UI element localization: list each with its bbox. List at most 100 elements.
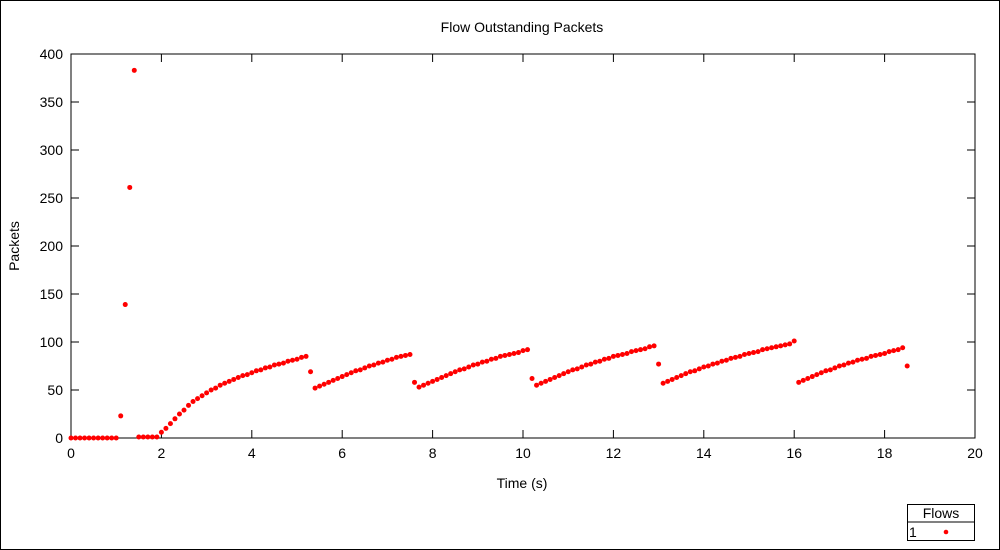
data-point [827, 367, 833, 373]
data-point [416, 384, 422, 390]
data-point [741, 351, 747, 357]
data-point [303, 353, 309, 359]
legend-title: Flows [923, 505, 960, 521]
x-tick-label: 2 [158, 445, 166, 461]
y-tick-label: 150 [40, 286, 64, 302]
data-point [656, 361, 662, 367]
data-point [651, 343, 657, 349]
data-point [737, 353, 743, 359]
data-point [732, 354, 738, 360]
chart-title: Flow Outstanding Packets [441, 19, 604, 35]
data-point [714, 360, 720, 366]
data-point [615, 352, 621, 358]
data-point [588, 361, 594, 367]
data-point [796, 379, 802, 385]
data-point [647, 344, 653, 350]
data-point [353, 368, 359, 374]
data-point [421, 382, 427, 388]
legend: Flows 1 [907, 504, 975, 541]
data-point [511, 351, 517, 357]
data-point [199, 393, 205, 399]
x-tick-label: 4 [248, 445, 256, 461]
data-point [82, 435, 88, 441]
data-point [244, 372, 250, 378]
data-point [683, 371, 689, 377]
y-tick-label: 0 [55, 430, 63, 446]
data-point [864, 355, 870, 361]
data-point [561, 371, 567, 377]
data-point [493, 355, 499, 361]
y-tick-label: 350 [40, 94, 64, 110]
data-point [769, 345, 775, 351]
data-point [461, 366, 467, 372]
data-point [167, 421, 173, 427]
data-point [127, 184, 133, 190]
data-point [267, 364, 273, 370]
data-point [515, 350, 521, 356]
data-point [443, 373, 449, 379]
data-point [818, 370, 824, 376]
data-point [452, 369, 458, 375]
x-tick-label: 16 [786, 445, 802, 461]
data-point [308, 369, 314, 375]
data-point [95, 435, 101, 441]
data-point [809, 374, 815, 380]
data-point [118, 413, 124, 419]
data-point [412, 379, 418, 385]
data-point [366, 363, 372, 369]
data-point [592, 359, 598, 365]
data-point [701, 364, 707, 370]
data-point [262, 365, 268, 371]
data-point [778, 343, 784, 349]
data-point [384, 357, 390, 363]
data-point [660, 380, 666, 386]
data-point [253, 368, 259, 374]
y-tick-label: 200 [40, 238, 64, 254]
data-point [674, 375, 680, 381]
data-point [231, 376, 237, 382]
data-point [751, 350, 757, 356]
data-point [534, 382, 540, 388]
data-point [398, 353, 404, 359]
x-tick-label: 8 [429, 445, 437, 461]
data-point [479, 359, 485, 365]
data-point [764, 346, 770, 352]
data-point [841, 362, 847, 368]
data-point [882, 351, 888, 357]
data-point [375, 360, 381, 366]
data-point [335, 375, 341, 381]
data-point [845, 360, 851, 366]
data-point [565, 369, 571, 375]
data-point [868, 353, 874, 359]
data-point [900, 345, 906, 351]
data-point [176, 411, 182, 417]
data-point [213, 385, 219, 391]
data-point [814, 372, 820, 378]
data-point [357, 367, 363, 373]
x-axis: 0 2 4 6 8 10 12 14 16 18 20 [67, 54, 983, 461]
data-point [877, 351, 883, 357]
data-point [154, 434, 160, 440]
data-point [113, 435, 119, 441]
x-tick-label: 14 [696, 445, 712, 461]
data-point [787, 341, 793, 347]
data-point [619, 351, 625, 357]
data-point [348, 370, 354, 376]
data-point [172, 416, 178, 422]
data-point [502, 352, 508, 358]
data-point [624, 351, 630, 357]
data-point [836, 363, 842, 369]
data-point [728, 355, 734, 361]
data-point [204, 390, 210, 396]
data-point [633, 348, 639, 354]
y-axis: 0 50 100 150 200 250 300 350 400 [40, 46, 975, 446]
data-point [317, 383, 323, 389]
data-point [891, 348, 897, 354]
data-point [904, 363, 910, 369]
data-point [583, 362, 589, 368]
data-point [140, 434, 146, 440]
y-tick-label: 250 [40, 190, 64, 206]
data-point [669, 376, 675, 382]
